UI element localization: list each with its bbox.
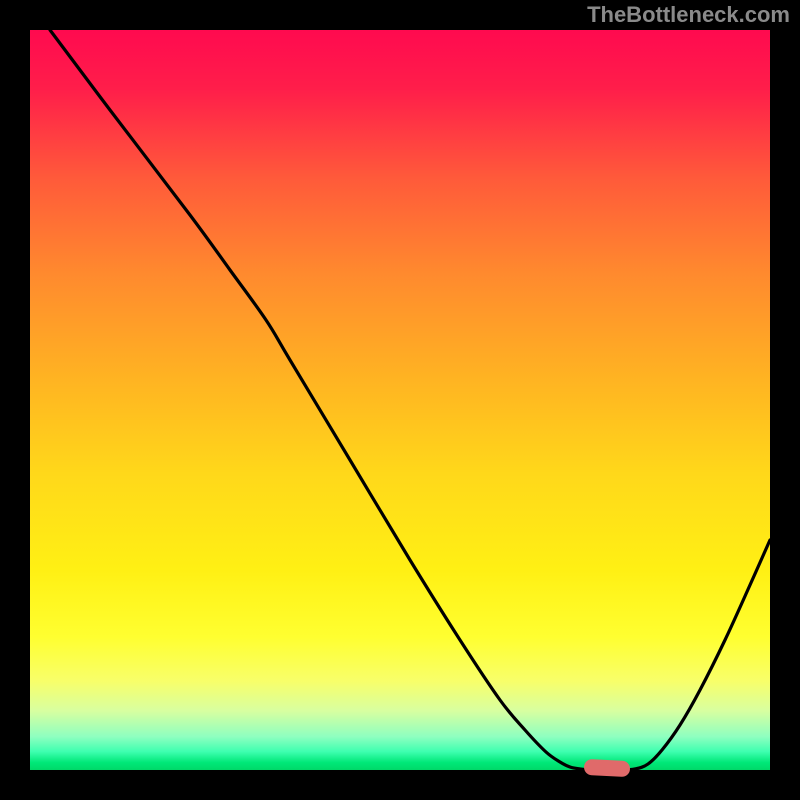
- chart-background: [30, 30, 770, 770]
- bottleneck-chart: [0, 0, 800, 800]
- sweet-spot-marker: [584, 759, 631, 777]
- watermark-text: TheBottleneck.com: [587, 2, 790, 28]
- chart-frame: TheBottleneck.com: [0, 0, 800, 800]
